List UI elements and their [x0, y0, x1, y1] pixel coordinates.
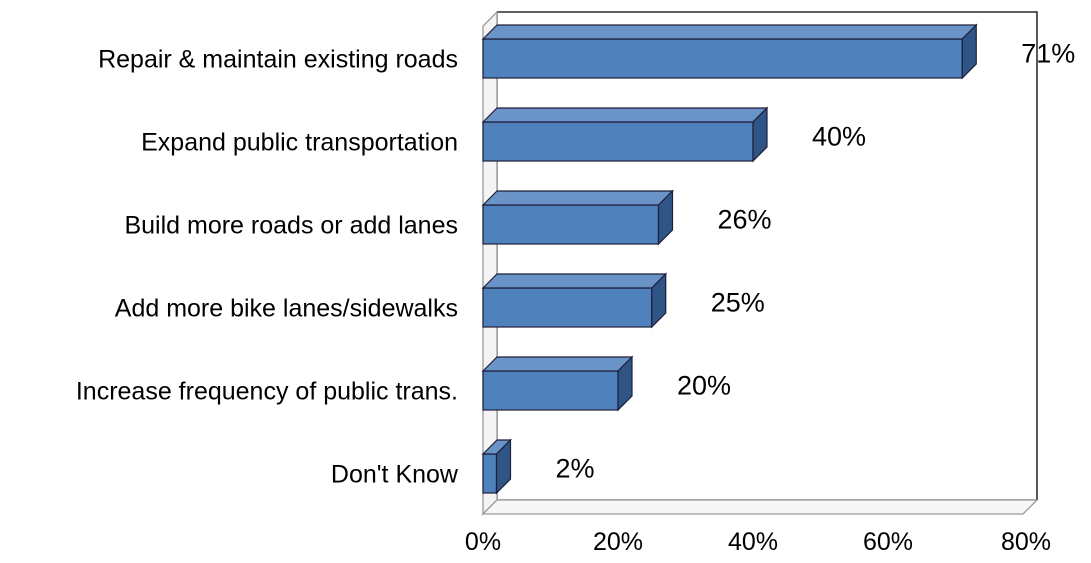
- bar: [481, 272, 668, 329]
- x-tick-label: 20%: [593, 528, 643, 556]
- x-axis-ticks: 0% 20% 40% 60% 80%: [465, 528, 1051, 556]
- data-label: 40%: [812, 122, 866, 152]
- data-labels: 71% 40% 26% 25% 20% 2%: [556, 39, 1076, 484]
- side-wall: [482, 10, 498, 516]
- bar-side: [651, 272, 667, 329]
- category-label: Build more roads or add lanes: [124, 212, 458, 240]
- bar-side: [657, 189, 674, 246]
- data-label: 25%: [711, 288, 765, 318]
- bar-top: [481, 273, 668, 289]
- category-label: Don't Know: [331, 461, 459, 489]
- bar: [481, 23, 978, 80]
- bar-front: [482, 453, 498, 494]
- bar: [481, 106, 769, 163]
- x-tick-label: 60%: [863, 528, 913, 556]
- data-label: 20%: [677, 371, 731, 401]
- bar-front: [482, 204, 660, 245]
- x-tick-label: 40%: [728, 528, 778, 556]
- category-label: Add more bike lanes/sidewalks: [115, 295, 458, 323]
- x-tick-label: 0%: [465, 528, 501, 556]
- floor: [481, 499, 1039, 515]
- data-label: 2%: [556, 454, 595, 484]
- bar-front: [482, 38, 963, 79]
- bar-top: [481, 190, 674, 206]
- bar: [481, 189, 674, 246]
- bar-side: [752, 106, 768, 163]
- plot-frame: [481, 10, 1039, 516]
- bar: [481, 355, 634, 412]
- category-label: Repair & maintain existing roads: [98, 46, 458, 74]
- category-labels: Repair & maintain existing roads Expand p…: [76, 46, 459, 489]
- bar-side: [617, 355, 633, 412]
- bars: [481, 23, 978, 495]
- bar-top: [481, 107, 769, 123]
- bar: [481, 438, 512, 495]
- category-label: Increase frequency of public trans.: [76, 378, 458, 406]
- bar-top: [481, 24, 978, 40]
- data-label: 26%: [718, 205, 772, 235]
- back-wall: [496, 11, 1038, 501]
- bar-front: [482, 121, 754, 162]
- bar-front: [482, 370, 619, 411]
- bar-top: [481, 356, 634, 372]
- bar-front: [482, 287, 653, 328]
- x-tick-label: 80%: [1001, 528, 1051, 556]
- data-label: 71%: [1021, 39, 1075, 69]
- bar-side: [961, 23, 977, 80]
- category-label: Expand public transportation: [141, 129, 458, 157]
- bar-side: [495, 438, 512, 495]
